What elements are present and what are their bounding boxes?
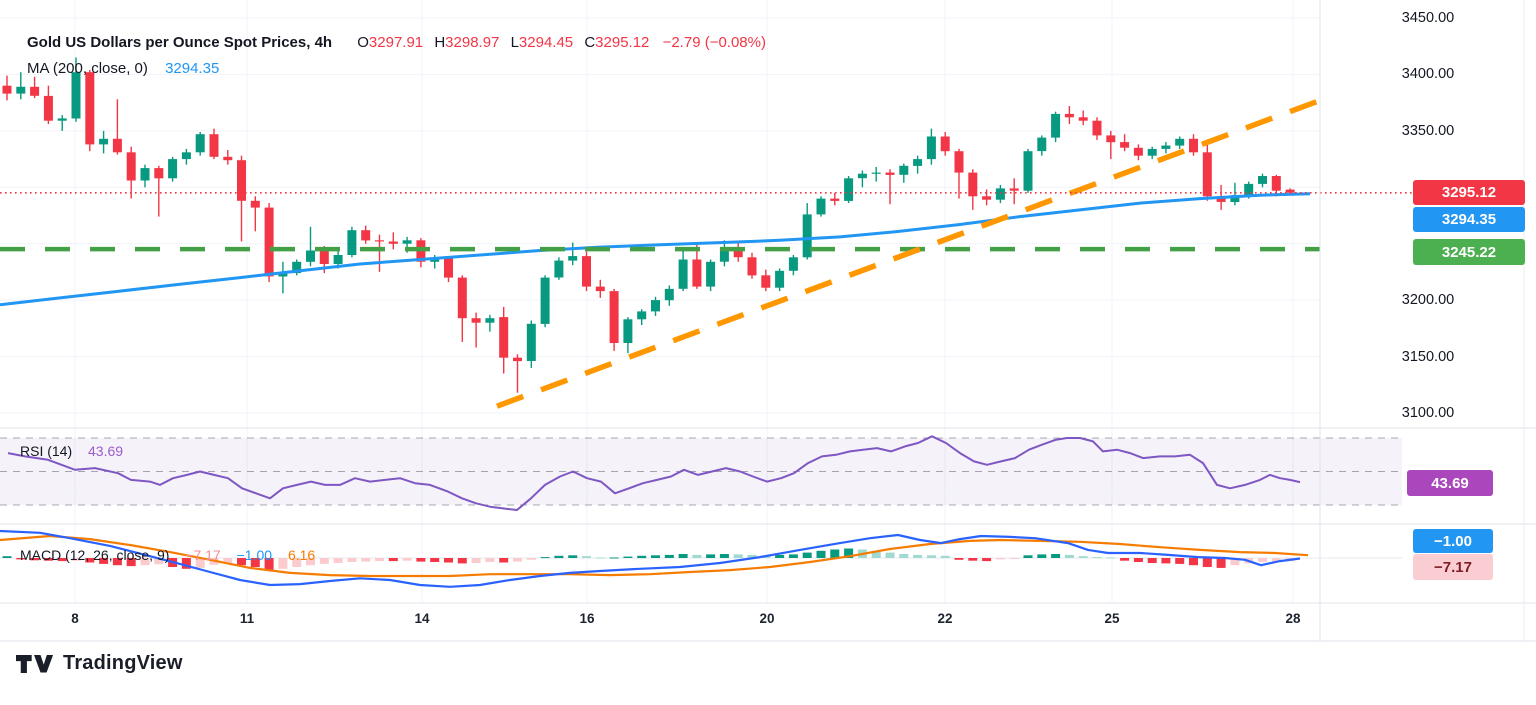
open-value: 3297.91 xyxy=(368,34,424,51)
price-tick-label: 3150.00 xyxy=(1401,348,1455,365)
macd-pane xyxy=(0,529,1402,588)
pane-borders xyxy=(0,0,1536,642)
time-axis-label: 28 xyxy=(1285,611,1301,626)
low-label: L xyxy=(510,34,519,51)
ma-indicator-value: 3294.35 xyxy=(165,60,220,77)
price-tick-label: 3450.00 xyxy=(1401,10,1455,26)
price-axis[interactable]: 3450.00 3400.00 3350.00 3200.00 3150.00 3100.… xyxy=(1320,0,1536,641)
ma-value-badge: 3294.35 xyxy=(1413,207,1525,232)
low-value: 3294.45 xyxy=(518,34,574,51)
macd-indicator-row[interactable]: MACD (12, 26, close, 9) −7.17 −1.00 6.16 xyxy=(20,547,315,563)
time-axis-label: 25 xyxy=(1104,611,1120,626)
macd-hist-badge: −7.17 xyxy=(1413,554,1493,580)
time-axis-label: 22 xyxy=(937,611,953,626)
rsi-pane xyxy=(0,435,1402,511)
trendline xyxy=(496,96,1324,409)
price-tick-label: 3400.00 xyxy=(1401,66,1455,83)
symbol-row[interactable]: Gold US Dollars per Ounce Spot Prices, 4… xyxy=(27,30,766,56)
time-axis-label: 16 xyxy=(579,611,595,626)
open-label: O xyxy=(357,34,369,51)
price-tick-label: 3200.00 xyxy=(1401,292,1455,309)
close-label: C xyxy=(584,34,596,51)
price-tick-label: 3100.00 xyxy=(1401,405,1455,421)
high-label: H xyxy=(434,34,446,51)
rsi-indicator-label[interactable]: RSI (14) xyxy=(20,443,73,459)
macd-indicator-label[interactable]: MACD (12, 26, close, 9) xyxy=(20,547,170,563)
rsi-value-badge: 43.69 xyxy=(1407,470,1493,496)
price-tick-label: 3350.00 xyxy=(1401,122,1455,139)
time-axis-label: 11 xyxy=(239,611,255,626)
macd-hist-value: −7.17 xyxy=(185,547,221,563)
time-axis-label: 20 xyxy=(759,611,775,626)
ma-indicator-label[interactable]: MA (200, close, 0) xyxy=(27,60,148,77)
high-value: 3298.97 xyxy=(445,34,500,51)
tradingview-logo-icon xyxy=(16,654,54,673)
rsi-line xyxy=(7,435,1301,511)
symbol-legend: Gold US Dollars per Ounce Spot Prices, 4… xyxy=(27,30,766,82)
time-axis-label: 8 xyxy=(71,611,79,626)
close-value: 3295.12 xyxy=(595,34,650,51)
change-value: −2.79 (−0.08%) xyxy=(662,34,766,51)
rsi-indicator-value: 43.69 xyxy=(88,443,124,459)
last-price-badge: 3295.12 xyxy=(1413,180,1525,205)
macd-signal-line xyxy=(0,534,1309,578)
time-axis[interactable]: 8 11 14 16 20 22 25 28 xyxy=(0,603,1320,641)
macd-line xyxy=(0,529,1301,588)
tradingview-logo-text: TradingView xyxy=(63,652,183,674)
macd-line-value: −1.00 xyxy=(236,547,273,563)
rsi-band xyxy=(0,438,1402,505)
rsi-indicator-row[interactable]: RSI (14) 43.69 xyxy=(20,443,123,459)
macd-value-badge: −1.00 xyxy=(1413,529,1493,553)
symbol-title[interactable]: Gold US Dollars per Ounce Spot Prices, 4… xyxy=(27,34,333,51)
support-level-badge: 3245.22 xyxy=(1413,239,1525,265)
macd-signal-value: 6.16 xyxy=(287,547,316,563)
tradingview-logo[interactable]: TradingView xyxy=(16,652,183,675)
candles xyxy=(2,57,1295,393)
time-axis-label: 14 xyxy=(414,611,430,626)
ma-200-line xyxy=(0,192,1311,307)
ma-indicator-row[interactable]: MA (200, close, 0) 3294.35 xyxy=(27,56,766,82)
